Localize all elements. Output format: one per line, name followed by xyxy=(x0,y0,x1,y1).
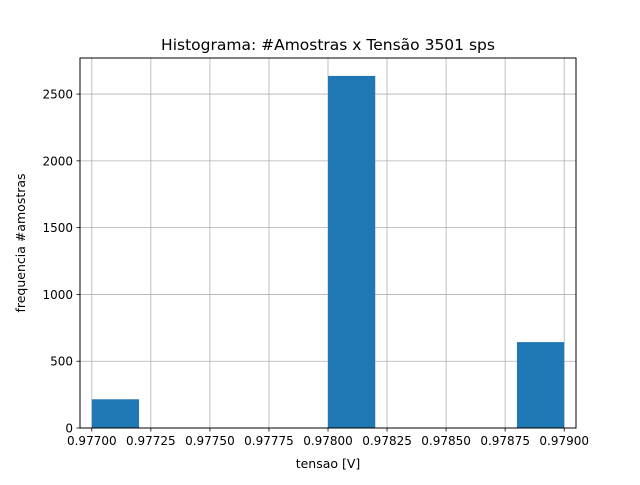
x-tick-label: 0.97800 xyxy=(303,434,353,448)
x-tick-label: 0.97850 xyxy=(421,434,471,448)
y-tick-label: 1000 xyxy=(42,288,73,302)
x-axis-ticks: 0.97700 0.97725 0.97750 0.97775 0.97800 0.978… xyxy=(67,428,589,448)
y-axis-label: frequencia #amostras xyxy=(13,173,28,312)
histogram-bar xyxy=(516,342,565,428)
x-tick-label: 0.97875 xyxy=(480,434,530,448)
histogram-bar xyxy=(91,399,140,428)
y-tick-label: 0 xyxy=(65,422,73,436)
y-tick-label: 500 xyxy=(50,355,73,369)
y-tick-label: 2500 xyxy=(42,88,73,102)
y-axis-ticks: 0 500 1000 1500 2000 2500 xyxy=(42,88,80,436)
x-tick-label: 0.97775 xyxy=(244,434,294,448)
x-tick-label: 0.97700 xyxy=(67,434,117,448)
x-tick-label: 0.97825 xyxy=(362,434,412,448)
x-tick-label: 0.97725 xyxy=(126,434,176,448)
x-axis-label: tensao [V] xyxy=(296,456,361,471)
y-tick-label: 1500 xyxy=(42,221,73,235)
histogram-bars xyxy=(91,75,565,428)
y-tick-label: 2000 xyxy=(42,154,73,168)
histogram-bar xyxy=(328,75,376,428)
x-tick-label: 0.97900 xyxy=(539,434,589,448)
x-tick-label: 0.97750 xyxy=(185,434,235,448)
chart-title: Histograma: #Amostras x Tensão 3501 sps xyxy=(161,36,495,54)
